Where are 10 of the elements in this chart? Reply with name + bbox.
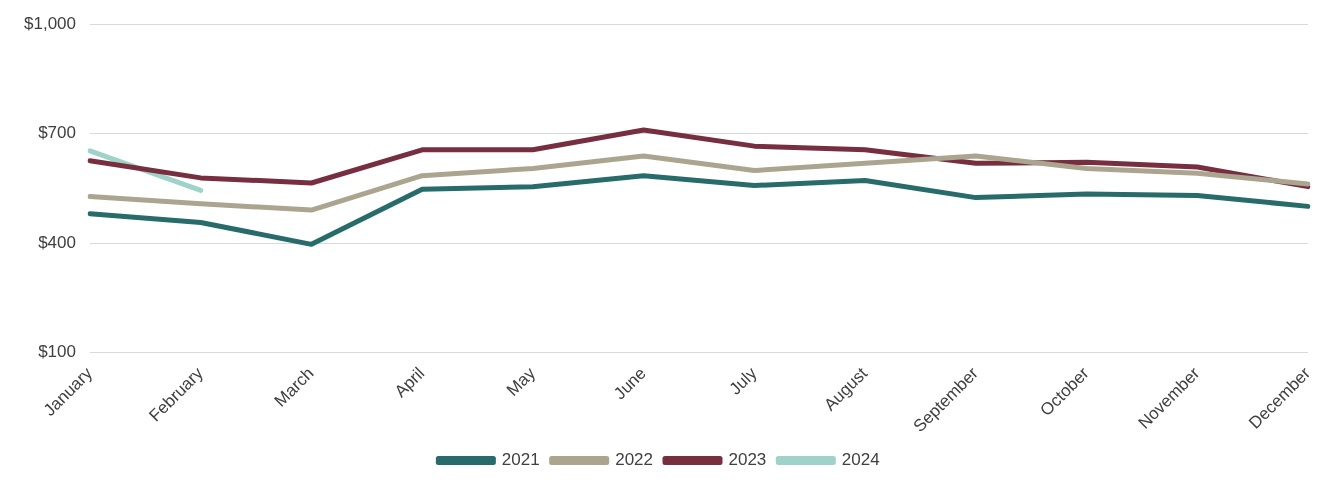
y-tick-label: $100 bbox=[38, 342, 76, 362]
legend-label: 2024 bbox=[841, 450, 880, 470]
legend-label: 2022 bbox=[615, 450, 654, 470]
x-tick-label: May bbox=[502, 363, 540, 400]
legend-label: 2021 bbox=[501, 450, 540, 470]
y-tick-label: $700 bbox=[38, 123, 76, 143]
y-tick-label: $400 bbox=[38, 232, 76, 252]
y-tick-label: $1,000 bbox=[24, 13, 76, 33]
legend-label: 2023 bbox=[728, 450, 767, 470]
x-tick-label: July bbox=[725, 363, 761, 399]
